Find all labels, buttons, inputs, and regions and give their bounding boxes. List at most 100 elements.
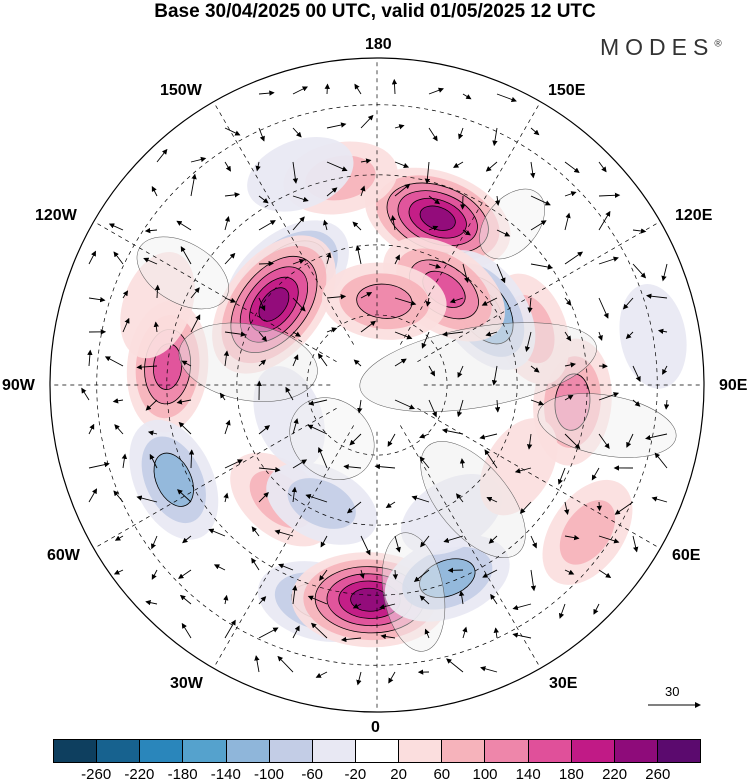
wind-vector [491,365,498,386]
wind-vector [112,398,124,404]
anomaly-contour [559,500,616,565]
wind-vector [176,399,192,405]
wind-vector [394,183,411,197]
wind-vector [390,215,396,231]
anomaly-contour [258,287,290,322]
latitude-circle [236,244,518,526]
wind-vector [646,293,668,299]
wind-vector [88,423,95,435]
wind-vector [530,161,536,179]
map-background [50,58,704,712]
wind-vector [149,453,158,469]
wind-vector [661,263,668,282]
colorbar-tick-label: -260 [81,766,112,783]
lon-label-150e: 150E [548,82,586,99]
wind-vector [307,595,328,605]
colorbar-tick-label: 60 [433,766,451,783]
wind-vector [428,399,437,418]
wind-vector [179,594,192,605]
wind-vector [564,501,570,516]
wind-vector [343,464,362,470]
wind-vector [651,496,668,503]
landmass [381,532,446,652]
wind-vector [87,349,93,367]
wind-vector [360,158,372,164]
wind-vector [88,250,96,265]
wind-vector [456,399,464,418]
wind-vector [310,622,328,639]
wind-vector [254,655,260,673]
wind-vector [596,501,602,512]
wind-vector [292,258,305,265]
wind-vector [519,501,532,514]
wind-vector [277,655,294,673]
wind-vector [251,557,260,571]
wind-vector [514,467,532,474]
wind-vector [496,263,506,284]
wind-vector [442,331,464,337]
wind-vector [213,564,226,571]
colorbar-tick-label: 140 [515,766,541,783]
wind-vector [458,127,464,140]
wind-vector [493,627,499,639]
colorbar-tick-label: 260 [645,766,671,783]
colorbar-cell [571,740,615,762]
wind-vector [419,456,430,469]
lon-label-90e: 90E [719,377,748,394]
wind-vector [394,331,413,340]
wind-vector [219,392,226,401]
wind-vector [292,86,308,95]
wind-vector [564,433,581,450]
anomaly-contour [619,284,687,389]
wind-vector [255,161,261,172]
wind-vector [114,535,124,541]
wind-vector [512,632,532,639]
colorbar-cell [442,740,486,762]
wind-vector [530,263,554,270]
graticule [50,58,704,712]
meridian-line [417,216,669,362]
wind-vector [391,78,398,95]
wind-vector [224,127,241,136]
wind-vector [178,421,192,435]
wind-vector [136,364,158,370]
wind-vector [379,603,396,610]
wind-vector [180,246,192,265]
colorbar-cell [97,740,141,762]
wind-vector [224,215,230,231]
colorbar-tick-label: 220 [602,766,628,783]
wind-vector [490,593,498,605]
wind-vector [278,563,294,571]
lon-label-0: 0 [371,719,380,736]
wind-vector [251,526,260,537]
wind-vector [564,394,574,401]
wind-vector [496,229,511,237]
wind-vector [104,356,124,367]
anomaly-contour [479,418,558,516]
wind-vector [593,603,600,615]
wind-vector [224,252,236,265]
wind-vector [411,495,430,503]
wind-vector [223,594,229,605]
wind-vector [190,287,200,299]
wind-vector [292,216,305,231]
wind-vector [182,535,192,544]
colorbar-cell [226,740,270,762]
colorbar-tick-label: 20 [390,766,407,783]
lon-label-60e: 60E [672,547,701,564]
wind-vector [355,245,362,265]
wind-vector [482,569,498,578]
wind-vector [598,433,610,449]
wind-vector [512,603,532,611]
wind-vector [626,433,634,448]
lon-label-30e: 30E [549,675,578,692]
wind-vector [485,161,498,172]
map-border [49,57,705,713]
wind-vector [662,365,668,375]
landmass [178,322,318,402]
wind-vector [564,191,577,197]
wind-vector [305,493,328,503]
wind-vector [374,463,396,470]
wind-vector [622,297,634,310]
wind-vector [224,459,244,469]
